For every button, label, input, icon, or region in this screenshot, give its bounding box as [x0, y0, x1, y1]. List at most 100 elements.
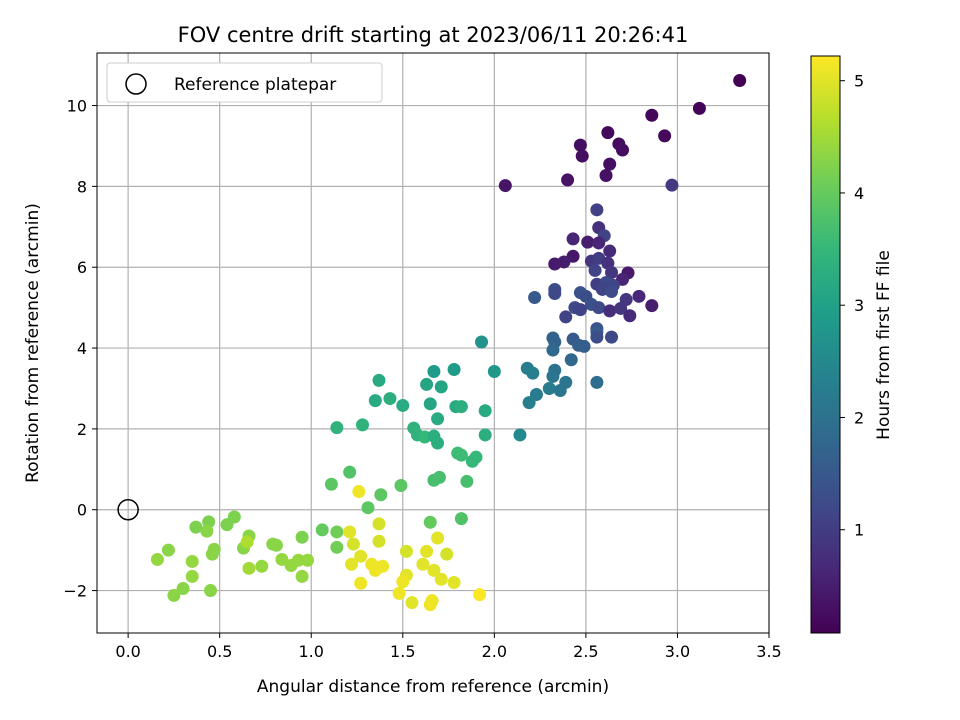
y-axis: −2 0 2 4 6 8 10	[63, 97, 97, 601]
data-point	[354, 549, 368, 563]
data-point	[255, 559, 269, 573]
y-axis-label: Rotation from reference (arcmin)	[23, 203, 43, 483]
data-point	[577, 339, 591, 353]
colorbar-tick-label: 4	[854, 184, 864, 203]
data-point	[423, 515, 437, 529]
legend-box	[106, 62, 383, 103]
data-point	[374, 488, 388, 502]
chart-title: FOV centre drift starting at 2023/06/11 …	[178, 23, 689, 47]
data-point	[601, 126, 615, 140]
data-point	[590, 330, 604, 344]
data-point	[605, 265, 619, 279]
colorbar-tick-label: 1	[854, 521, 864, 540]
data-point	[185, 569, 199, 583]
y-tick-label: 8	[77, 177, 87, 196]
data-point	[425, 594, 439, 608]
data-point	[592, 301, 606, 315]
data-point	[176, 582, 190, 596]
y-tick-label: −2	[63, 582, 87, 601]
data-point	[623, 309, 637, 323]
data-point	[616, 272, 630, 286]
data-point	[372, 373, 386, 387]
data-point	[590, 375, 604, 389]
legend: Reference platepar	[106, 62, 383, 103]
data-point	[343, 525, 357, 539]
data-point	[498, 179, 512, 193]
data-point	[616, 143, 630, 157]
data-point	[553, 383, 567, 397]
data-point	[645, 299, 659, 313]
data-point	[590, 203, 604, 217]
data-point	[542, 381, 556, 395]
data-point	[167, 588, 181, 602]
data-point	[733, 73, 747, 87]
data-point	[434, 572, 448, 586]
data-point	[665, 178, 679, 192]
data-point	[368, 394, 382, 408]
data-point	[240, 535, 254, 549]
data-point	[200, 524, 214, 538]
data-point	[447, 362, 461, 376]
data-point	[546, 343, 560, 357]
x-tick-label: 1.0	[299, 642, 324, 661]
data-point	[372, 517, 386, 531]
colorbar-tick-label: 2	[854, 408, 864, 427]
data-point	[658, 129, 672, 143]
data-point	[383, 392, 397, 406]
data-point	[185, 554, 199, 568]
data-point	[632, 289, 646, 303]
data-point	[205, 547, 219, 561]
data-point	[645, 108, 659, 122]
data-point	[368, 563, 382, 577]
data-point	[564, 353, 578, 367]
data-point	[447, 575, 461, 589]
data-point	[454, 448, 468, 462]
x-axis-label: Angular distance from reference (arcmin)	[257, 677, 609, 697]
data-point	[603, 157, 617, 171]
y-tick-label: 2	[77, 420, 87, 439]
data-point	[330, 540, 344, 554]
data-point	[460, 474, 474, 488]
data-point	[454, 400, 468, 414]
data-point	[546, 369, 560, 383]
data-point	[356, 418, 370, 432]
data-point	[603, 244, 617, 258]
data-point	[454, 512, 468, 526]
data-point	[330, 525, 344, 539]
data-point	[189, 520, 203, 534]
x-tick-label: 2.0	[482, 642, 507, 661]
data-point	[692, 101, 706, 115]
data-point	[392, 586, 406, 600]
data-point	[399, 544, 413, 558]
data-point	[431, 412, 445, 426]
data-point	[275, 552, 289, 566]
data-point	[431, 436, 445, 450]
data-point	[295, 530, 309, 544]
data-point	[478, 428, 492, 442]
data-point	[559, 310, 573, 324]
data-point	[354, 576, 368, 590]
data-point	[588, 263, 602, 277]
data-point	[150, 552, 164, 566]
x-tick-label: 0.5	[207, 642, 232, 661]
data-point	[528, 291, 542, 305]
data-point	[345, 557, 359, 571]
data-point	[346, 537, 360, 551]
data-point	[324, 477, 338, 491]
data-point	[161, 543, 175, 557]
data-point	[592, 236, 606, 250]
data-point	[301, 553, 315, 567]
data-point	[361, 501, 375, 515]
y-tick-label: 0	[77, 501, 87, 520]
data-point	[405, 596, 419, 610]
data-point	[603, 304, 617, 318]
data-point	[295, 569, 309, 583]
data-point	[478, 404, 492, 418]
colorbar-tick-label: 3	[854, 296, 864, 315]
data-point	[475, 335, 489, 349]
data-point	[420, 544, 434, 558]
data-point	[396, 398, 410, 412]
data-point	[605, 330, 619, 344]
data-point	[522, 396, 536, 410]
